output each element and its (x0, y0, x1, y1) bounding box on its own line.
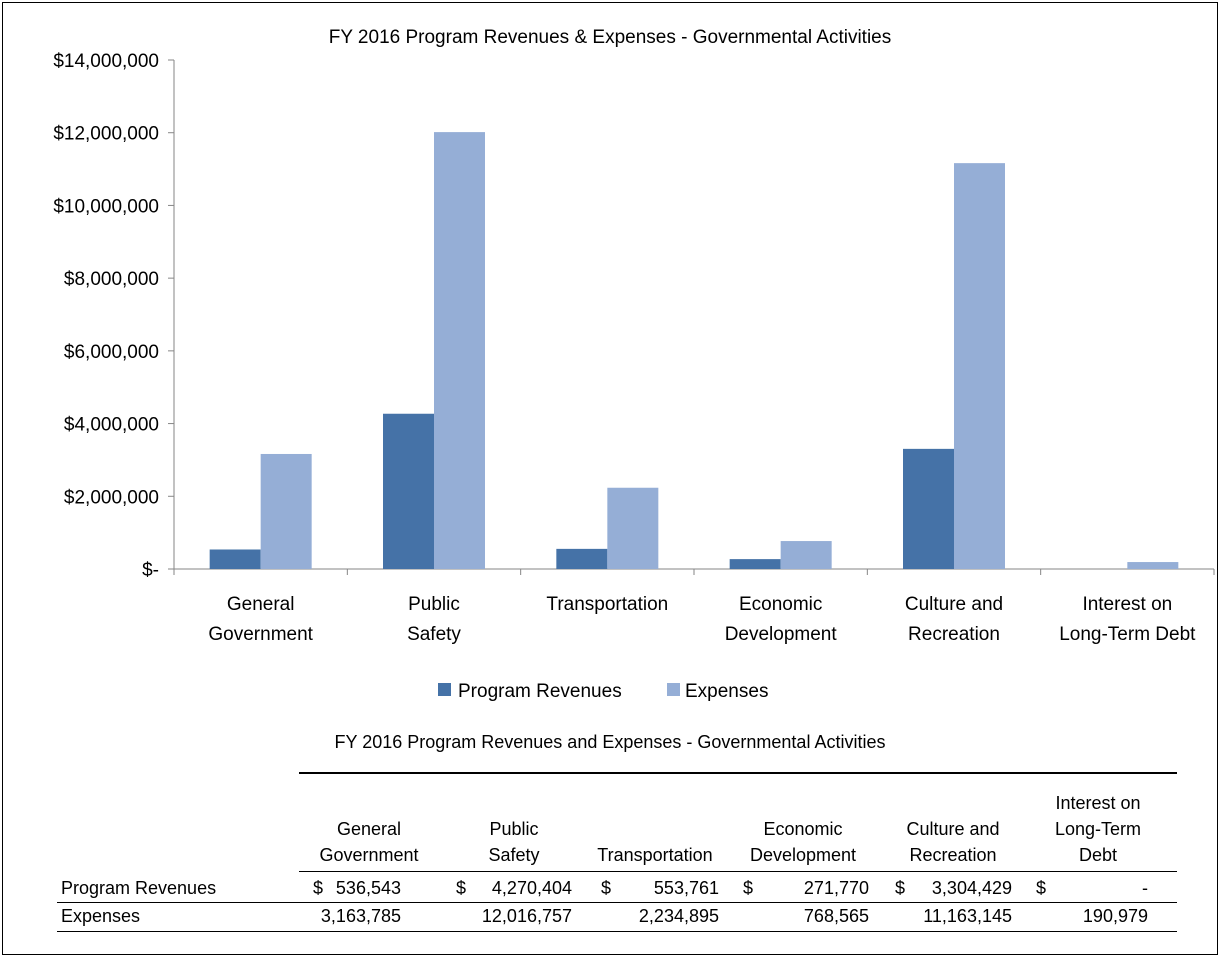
table-cell: 4,270,404 (491, 878, 572, 898)
column-header-line: Debt (1078, 845, 1118, 865)
x-tick-label: Transportation (546, 594, 668, 615)
column-header: General Government (299, 816, 439, 868)
x-tick-label: Interest on (1082, 594, 1172, 615)
bar (729, 559, 781, 569)
currency-symbol: $ (456, 878, 467, 898)
column-header: Culture and Recreation (883, 816, 1023, 868)
column-header-line: Culture and (906, 819, 1000, 839)
column-header-line: Government (319, 845, 419, 865)
bar (780, 541, 832, 569)
currency-symbol: $ (313, 878, 324, 898)
column-header-line: Safety (488, 845, 540, 865)
bar (903, 448, 954, 569)
column-header: Interest on Long-Term Debt (1028, 790, 1168, 868)
column-header-line: Transportation (597, 845, 713, 865)
x-tick-label: Development (725, 624, 838, 645)
column-header-line: Development (749, 845, 857, 865)
bar (434, 132, 485, 569)
legend-swatch (438, 683, 451, 696)
table-cell: - (1142, 878, 1148, 898)
table-cell: 536,543 (335, 878, 401, 898)
y-tick-label: $14,000,000 (53, 51, 159, 72)
table-cell: 3,163,785 (320, 906, 401, 926)
y-tick-label: $6,000,000 (64, 342, 159, 363)
x-tick-label: Public (408, 594, 460, 615)
bar (1127, 562, 1179, 569)
legend-swatch (667, 683, 680, 696)
x-tick-label: Government (208, 624, 313, 645)
row-label: Program Revenues (61, 878, 217, 898)
x-tick-label: Long-Term Debt (1059, 624, 1196, 645)
column-header-line: Recreation (909, 845, 997, 865)
currency-symbol: $ (1036, 878, 1047, 898)
y-tick-label: $2,000,000 (64, 487, 159, 508)
table-row-rule (57, 902, 1177, 903)
column-header: Economic Development (728, 816, 878, 868)
x-tick-label: Safety (407, 624, 461, 645)
y-tick-label: $4,000,000 (64, 415, 159, 436)
x-tick-label: Economic (739, 594, 822, 615)
table-cell: 190,979 (1082, 906, 1148, 926)
table-cell: 271,770 (803, 878, 869, 898)
currency-symbol: $ (601, 878, 612, 898)
chart-title: FY 2016 Program Revenues & Expenses - Go… (329, 27, 892, 48)
y-tick-label: $8,000,000 (64, 269, 159, 290)
bar (556, 548, 608, 569)
column-header: Public Safety (454, 816, 574, 868)
x-tick-label: General (227, 594, 295, 615)
table-row-rule (57, 931, 1177, 932)
table-title: FY 2016 Program Revenues and Expenses - … (334, 732, 886, 752)
y-tick-label: $10,000,000 (53, 196, 159, 217)
bar (260, 453, 312, 569)
table-cell: 11,163,145 (923, 906, 1012, 926)
currency-symbol: $ (895, 878, 906, 898)
bar (954, 163, 1005, 569)
chart-frame (2, 2, 1218, 720)
y-tick-label: $12,000,000 (53, 124, 159, 145)
data-table: FY 2016 Program Revenues and Expenses - … (2, 718, 1218, 955)
table-cell: 3,304,429 (931, 878, 1012, 898)
table-header-rule (299, 772, 1177, 774)
y-tick-label: $- (142, 560, 159, 581)
table-cell: 768,565 (803, 906, 869, 926)
legend-label: Expenses (685, 681, 768, 702)
column-header-line: Economic (763, 819, 843, 839)
bar (209, 549, 261, 569)
table-cell: 553,761 (653, 878, 719, 898)
bar-chart: FY 2016 Program Revenues & Expenses - Go… (53, 27, 1215, 702)
column-header-line: General (336, 819, 402, 839)
bar (383, 413, 434, 569)
column-header-line: Long-Term (1054, 819, 1142, 839)
bar (607, 487, 659, 569)
x-tick-label: Recreation (908, 624, 1000, 645)
x-tick-label: Culture and (905, 594, 1003, 615)
row-label: Expenses (61, 906, 141, 926)
legend-label: Program Revenues (458, 681, 622, 702)
table-column-rule (299, 871, 1177, 872)
column-header-line: Interest on (1055, 793, 1141, 813)
column-header-line: Public (489, 819, 539, 839)
currency-symbol: $ (743, 878, 754, 898)
table-cell: 2,234,895 (638, 906, 719, 926)
table-cell: 12,016,757 (481, 906, 572, 926)
column-header: Transportation (580, 842, 730, 868)
